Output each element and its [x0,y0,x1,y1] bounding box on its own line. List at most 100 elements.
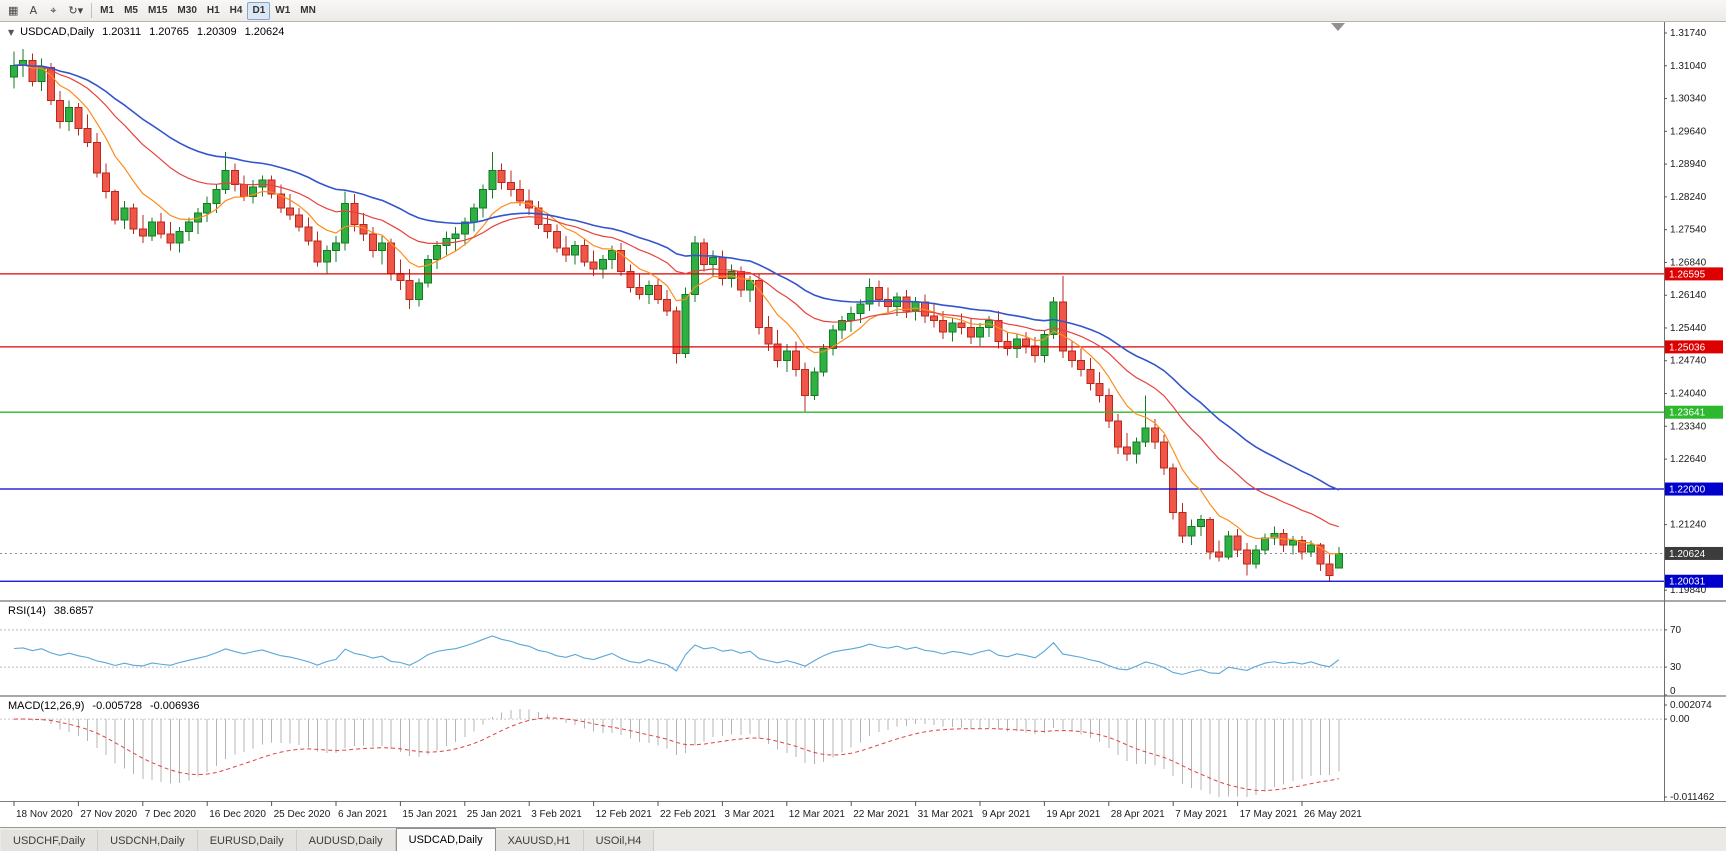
chart-tab-usoil-h4[interactable]: USOil,H4 [583,830,655,851]
svg-text:1.28940: 1.28940 [1670,159,1707,170]
chart-tab-xauusd-h1[interactable]: XAUUSD,H1 [495,830,584,851]
ohlc-open: 1.20311 [102,26,142,38]
rsi-line [13,635,1340,676]
price-tag-1.23641 [1665,405,1723,419]
rsi-value: 38.6857 [53,605,94,617]
chart-ohlc-title: ▼ USDCAD,Daily 1.20311 1.20765 1.20309 1.2062… [8,26,284,38]
price-tag-1.26595 [1665,267,1723,281]
main-toolbar: ▦ A ⌖ ↻▾ M1 M5 M15 M30 H1 H4 D1 W1 MN [0,0,1726,22]
macd-name: MACD(12,26,9) [8,700,85,712]
ma-medium-line [13,64,1339,528]
panel-separators[interactable] [0,22,1726,802]
chart-tabbar: USDCHF,Daily USDCNH,Daily EURUSD,Daily AUDU… [0,827,1726,851]
rsi-indicator-label: RSI(14) 38.6857 [8,605,94,617]
svg-text:0: 0 [1670,686,1676,697]
one-click-toggle-icon[interactable]: ▼ [8,28,15,37]
autoscroll-icon[interactable]: ↻▾ [68,4,84,17]
svg-text:1.26840: 1.26840 [1670,257,1707,268]
svg-text:1.30340: 1.30340 [1670,94,1707,105]
svg-text:9 Apr 2021: 9 Apr 2021 [982,809,1031,820]
symbol-period-label: USDCAD,Daily [20,26,95,38]
svg-text:1.24740: 1.24740 [1670,356,1707,367]
tf-button-m5[interactable]: M5 [124,5,138,16]
tf-button-m30[interactable]: M30 [177,5,197,16]
svg-text:1.31040: 1.31040 [1670,61,1707,72]
svg-text:1.20031: 1.20031 [1669,577,1706,588]
price-tag-1.20624 [1665,546,1723,560]
tf-button-m15[interactable]: M15 [147,5,168,16]
price-tag-1.22000 [1665,482,1723,496]
svg-text:70: 70 [1670,625,1682,636]
rsi-name: RSI(14) [8,605,46,617]
svg-text:1.25036: 1.25036 [1669,342,1706,353]
ma-fast-line [13,63,1339,555]
svg-text:7 Dec 2020: 7 Dec 2020 [145,809,197,820]
candles-layer [10,48,1343,582]
toolbar-separator [91,3,93,18]
macd-signal-line [13,717,1339,792]
svg-text:1.23340: 1.23340 [1670,421,1707,432]
chart-tab-usdcnh-daily[interactable]: USDCNH,Daily [98,830,198,851]
tf-button-h1[interactable]: H1 [206,5,220,16]
svg-text:18 Nov 2020: 18 Nov 2020 [16,809,73,820]
chart-tab-usdchf-daily[interactable]: USDCHF,Daily [1,830,99,851]
svg-text:1.23641: 1.23641 [1669,408,1706,419]
svg-text:1.25440: 1.25440 [1670,323,1707,334]
svg-text:1.27540: 1.27540 [1670,225,1707,236]
time-axis[interactable]: 18 Nov 2020 27 Nov 2020 7 Dec 2020 16 Dec 2… [13,801,1362,820]
svg-text:12 Mar 2021: 12 Mar 2021 [789,809,846,820]
svg-text:1.22000: 1.22000 [1669,485,1706,496]
price-axis[interactable]: 1.31740 1.31040 1.30340 1.29640 1.28940 1.282… [1664,28,1723,596]
svg-text:25 Dec 2020: 25 Dec 2020 [274,809,331,820]
svg-text:0.00: 0.00 [1670,714,1690,725]
chart-shift-marker-icon[interactable] [1331,23,1345,31]
tf-button-d1[interactable]: D1 [247,1,271,20]
tf-button-w1[interactable]: W1 [275,5,291,16]
crosshair-icon[interactable]: ⌖ [50,3,57,17]
svg-text:1.29640: 1.29640 [1670,126,1707,137]
ohlc-low: 1.20309 [196,26,237,38]
ma-slow-line [13,64,1340,491]
text-annotation-icon[interactable]: A [29,4,38,17]
price-tag-1.20031 [1665,574,1723,588]
svg-text:28 Apr 2021: 28 Apr 2021 [1111,809,1165,820]
svg-text:12 Feb 2021: 12 Feb 2021 [596,809,653,820]
svg-text:1.20624: 1.20624 [1669,549,1706,560]
macd-main-value: -0.005728 [92,700,142,712]
svg-text:19 Apr 2021: 19 Apr 2021 [1046,809,1100,820]
svg-text:1.21240: 1.21240 [1670,520,1707,531]
svg-text:17 May 2021: 17 May 2021 [1240,809,1298,820]
svg-text:27 Nov 2020: 27 Nov 2020 [80,809,137,820]
svg-text:15 Jan 2021: 15 Jan 2021 [402,809,457,820]
svg-text:1.28240: 1.28240 [1670,192,1707,203]
svg-text:26 May 2021: 26 May 2021 [1304,809,1362,820]
chart-tab-usdcad-daily[interactable]: USDCAD,Daily [395,828,496,851]
macd-indicator-label: MACD(12,26,9) -0.005728 -0.006936 [8,700,200,712]
charts-grid-icon[interactable]: ▦ [8,4,19,17]
svg-text:1.31740: 1.31740 [1670,28,1707,39]
ohlc-close: 1.20624 [244,26,285,38]
chart-tab-eurusd-daily[interactable]: EURUSD,Daily [197,830,297,851]
svg-text:22 Feb 2021: 22 Feb 2021 [660,809,717,820]
ohlc-high: 1.20765 [149,26,189,38]
svg-text:22 Mar 2021: 22 Mar 2021 [853,809,910,820]
svg-text:-0.011462: -0.011462 [1670,792,1715,803]
svg-text:25 Jan 2021: 25 Jan 2021 [467,809,522,820]
svg-text:1.26595: 1.26595 [1669,269,1706,280]
chart-tab-audusd-daily[interactable]: AUDUSD,Daily [296,830,396,851]
svg-text:30: 30 [1670,662,1682,673]
tf-button-m1[interactable]: M1 [100,5,115,16]
svg-text:3 Mar 2021: 3 Mar 2021 [724,809,775,820]
macd-histogram [22,709,1340,797]
macd-signal-value: -0.006936 [149,700,200,712]
svg-text:16 Dec 2020: 16 Dec 2020 [209,809,266,820]
svg-text:1.19840: 1.19840 [1670,585,1707,596]
svg-text:1.24040: 1.24040 [1670,389,1707,400]
tf-button-h4[interactable]: H4 [229,5,243,16]
svg-text:3 Feb 2021: 3 Feb 2021 [531,809,582,820]
svg-text:0.002074: 0.002074 [1670,700,1712,711]
price-tag-1.25036 [1665,340,1723,354]
tf-button-mn[interactable]: MN [300,5,316,16]
chart-canvas: 1.31740 1.31040 1.30340 1.29640 1.28940 1.282… [0,22,1726,820]
